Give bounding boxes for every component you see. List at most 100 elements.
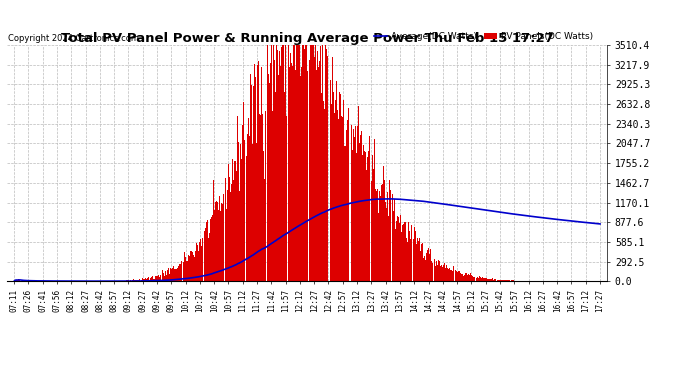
Bar — [475, 277, 476, 281]
Bar — [321, 93, 322, 281]
Bar — [236, 171, 237, 281]
Bar — [209, 233, 210, 281]
Bar — [404, 222, 405, 281]
Bar — [196, 243, 197, 281]
Bar — [166, 275, 167, 281]
Bar — [344, 146, 345, 281]
Bar — [361, 131, 362, 281]
Bar — [500, 280, 501, 281]
Bar — [231, 184, 232, 281]
Bar — [410, 240, 411, 281]
Bar — [350, 100, 351, 281]
Bar — [241, 125, 243, 281]
Bar — [188, 255, 189, 281]
Bar — [437, 265, 438, 281]
Bar — [306, 71, 308, 281]
Bar — [151, 277, 152, 281]
Bar — [424, 256, 425, 281]
Bar — [164, 276, 166, 281]
Bar — [497, 280, 498, 281]
Bar — [383, 166, 384, 281]
Bar — [295, 70, 296, 281]
Bar — [212, 214, 213, 281]
Bar — [221, 204, 223, 281]
Bar — [328, 79, 329, 281]
Bar — [363, 145, 364, 281]
Bar — [282, 45, 283, 281]
Bar — [280, 66, 281, 281]
Bar — [468, 274, 469, 281]
Bar — [353, 129, 354, 281]
Bar — [288, 45, 289, 281]
Bar — [416, 244, 417, 281]
Bar — [443, 265, 444, 281]
Bar — [472, 276, 473, 281]
Bar — [257, 65, 258, 281]
Bar — [256, 142, 257, 281]
Bar — [507, 280, 508, 281]
Bar — [215, 202, 216, 281]
Bar — [129, 280, 130, 281]
Bar — [445, 268, 446, 281]
Bar — [484, 279, 485, 281]
Bar — [138, 280, 139, 281]
Bar — [446, 265, 447, 281]
Bar — [426, 253, 427, 281]
Bar — [511, 280, 512, 281]
Bar — [134, 280, 135, 281]
Bar — [362, 156, 363, 281]
Bar — [502, 280, 503, 281]
Bar — [481, 278, 482, 281]
Bar — [402, 225, 403, 281]
Bar — [207, 220, 208, 281]
Bar — [135, 280, 136, 281]
Bar — [162, 270, 164, 281]
Bar — [159, 275, 161, 281]
Bar — [345, 146, 346, 281]
Bar — [291, 63, 293, 281]
Bar — [315, 45, 316, 281]
Bar — [262, 114, 263, 281]
Bar — [187, 261, 188, 281]
Bar — [331, 104, 333, 281]
Bar — [442, 267, 443, 281]
Bar — [365, 152, 366, 281]
Bar — [268, 74, 269, 281]
Bar — [487, 279, 488, 281]
Bar — [407, 242, 408, 281]
Bar — [335, 100, 336, 281]
Bar — [333, 92, 334, 281]
Bar — [244, 123, 246, 281]
Bar — [248, 118, 249, 281]
Bar — [217, 202, 218, 281]
Bar — [436, 261, 437, 281]
Bar — [385, 202, 386, 281]
Bar — [274, 60, 275, 281]
Bar — [218, 210, 219, 281]
Bar — [193, 255, 194, 281]
Bar — [376, 191, 377, 281]
Bar — [377, 189, 378, 281]
Bar — [316, 70, 317, 281]
Bar — [214, 210, 215, 281]
Bar — [232, 159, 233, 281]
Bar — [320, 46, 321, 281]
Bar — [465, 273, 466, 281]
Bar — [366, 157, 368, 281]
Bar — [146, 279, 147, 281]
Bar — [455, 270, 456, 281]
Bar — [313, 45, 314, 281]
Bar — [277, 50, 278, 281]
Bar — [294, 45, 295, 281]
Bar — [512, 280, 513, 281]
Bar — [478, 278, 480, 281]
Bar — [413, 238, 415, 281]
Bar — [167, 270, 168, 281]
Bar — [223, 194, 224, 281]
Bar — [381, 185, 382, 281]
Bar — [360, 135, 361, 281]
Bar — [183, 258, 184, 281]
Bar — [464, 276, 465, 281]
Bar — [415, 231, 416, 281]
Bar — [278, 75, 279, 281]
